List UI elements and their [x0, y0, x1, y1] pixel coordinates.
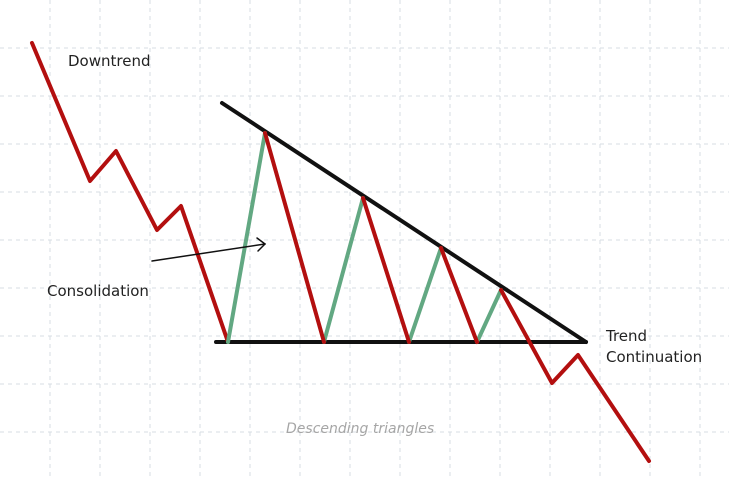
downtrend-label: Downtrend	[68, 52, 151, 70]
descending-resistance-line	[220, 101, 588, 344]
trend-continuation-label-line2: Continuation	[606, 348, 703, 366]
consolidation-label: Consolidation	[47, 282, 149, 300]
downtrend-price-line	[30, 41, 230, 344]
consolidation-down-moves	[263, 131, 479, 344]
diagram-caption: Descending triangles	[286, 421, 435, 437]
consolidation-up-moves	[226, 131, 503, 344]
breakdown-price-line	[499, 288, 651, 463]
trend-continuation-label-line1: Trend	[606, 327, 648, 345]
consolidation-arrow-icon	[151, 237, 267, 262]
